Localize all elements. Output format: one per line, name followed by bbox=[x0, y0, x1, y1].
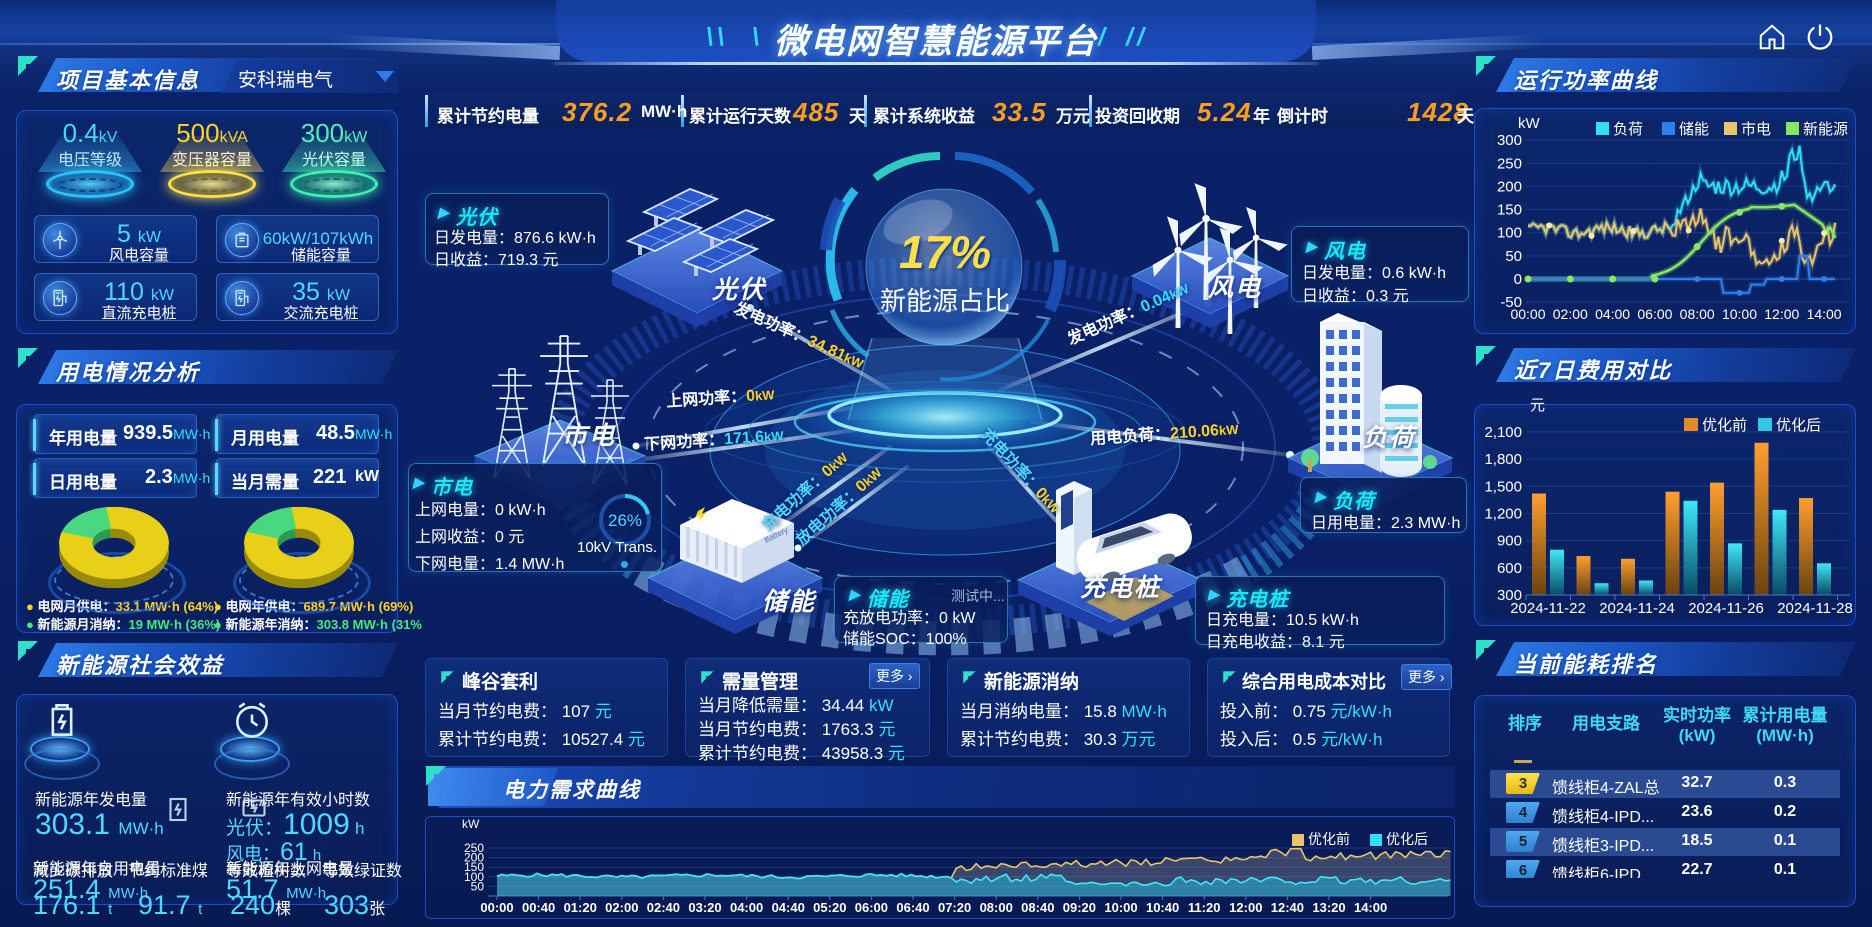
svg-text:08:00: 08:00 bbox=[980, 900, 1013, 915]
svg-text:00:40: 00:40 bbox=[522, 900, 555, 915]
svg-text:2024-11-24: 2024-11-24 bbox=[1599, 600, 1675, 614]
svg-text:0: 0 bbox=[1514, 271, 1522, 288]
svg-text:200: 200 bbox=[464, 851, 484, 865]
svg-text:04:40: 04:40 bbox=[772, 900, 805, 915]
svg-text:300: 300 bbox=[1497, 132, 1522, 149]
svg-text:14:00: 14:00 bbox=[1807, 306, 1842, 322]
svg-text:150: 150 bbox=[464, 860, 484, 874]
svg-text:08:00: 08:00 bbox=[1680, 306, 1715, 322]
svg-text:负荷: 负荷 bbox=[1613, 121, 1643, 138]
svg-text:1,800: 1,800 bbox=[1484, 451, 1522, 468]
svg-text:06:40: 06:40 bbox=[896, 900, 929, 915]
svg-text:02:00: 02:00 bbox=[1553, 306, 1588, 322]
svg-text:02:40: 02:40 bbox=[647, 900, 680, 915]
svg-text:26%: 26% bbox=[608, 511, 642, 530]
svg-text:储能: 储能 bbox=[1679, 121, 1709, 138]
svg-text:50: 50 bbox=[471, 879, 485, 893]
svg-text:250: 250 bbox=[464, 841, 484, 855]
svg-text:04:00: 04:00 bbox=[730, 900, 763, 915]
svg-text:市电: 市电 bbox=[1741, 121, 1771, 138]
svg-text:12:40: 12:40 bbox=[1271, 900, 1304, 915]
svg-text:03:20: 03:20 bbox=[688, 900, 721, 915]
svg-text:2024-11-26: 2024-11-26 bbox=[1688, 600, 1764, 614]
svg-text:06:00: 06:00 bbox=[855, 900, 888, 915]
svg-text:04:00: 04:00 bbox=[1595, 306, 1630, 322]
svg-text:07:20: 07:20 bbox=[938, 900, 971, 915]
svg-text:元: 元 bbox=[1530, 397, 1545, 414]
svg-text:优化前: 优化前 bbox=[1702, 417, 1747, 434]
svg-text:优化前: 优化前 bbox=[1308, 831, 1350, 847]
svg-text:2,100: 2,100 bbox=[1484, 424, 1522, 441]
svg-text:600: 600 bbox=[1497, 560, 1522, 577]
svg-text:05:20: 05:20 bbox=[813, 900, 846, 915]
svg-text:2024-11-28: 2024-11-28 bbox=[1777, 600, 1853, 614]
svg-text:06:00: 06:00 bbox=[1637, 306, 1672, 322]
svg-text:100: 100 bbox=[1497, 225, 1522, 242]
svg-text:优化后: 优化后 bbox=[1386, 831, 1428, 847]
svg-text:-50: -50 bbox=[1500, 294, 1522, 311]
svg-text:10:00: 10:00 bbox=[1104, 900, 1137, 915]
svg-text:1,200: 1,200 bbox=[1484, 505, 1522, 522]
svg-text:00:00: 00:00 bbox=[1510, 306, 1545, 322]
svg-text:2024-11-22: 2024-11-22 bbox=[1510, 600, 1586, 614]
svg-text:12:00: 12:00 bbox=[1229, 900, 1262, 915]
svg-text:50: 50 bbox=[1505, 248, 1522, 265]
svg-text:300: 300 bbox=[1497, 587, 1522, 604]
svg-text:14:00: 14:00 bbox=[1354, 900, 1387, 915]
svg-text:kW: kW bbox=[462, 818, 480, 831]
svg-text:250: 250 bbox=[1497, 155, 1522, 172]
svg-text:09:20: 09:20 bbox=[1063, 900, 1096, 915]
svg-text:优化后: 优化后 bbox=[1776, 417, 1821, 434]
svg-text:01:20: 01:20 bbox=[564, 900, 597, 915]
svg-text:10:00: 10:00 bbox=[1722, 306, 1757, 322]
svg-text:1,500: 1,500 bbox=[1484, 478, 1522, 495]
svg-text:kW: kW bbox=[1518, 115, 1541, 132]
svg-text:13:20: 13:20 bbox=[1312, 900, 1345, 915]
svg-text:900: 900 bbox=[1497, 533, 1522, 550]
svg-text:02:00: 02:00 bbox=[605, 900, 638, 915]
svg-text:200: 200 bbox=[1497, 178, 1522, 195]
svg-text:150: 150 bbox=[1497, 202, 1522, 219]
svg-text:100: 100 bbox=[464, 870, 484, 884]
svg-text:08:40: 08:40 bbox=[1021, 900, 1054, 915]
svg-text:00:00: 00:00 bbox=[480, 900, 513, 915]
svg-text:12:00: 12:00 bbox=[1764, 306, 1799, 322]
svg-text:11:20: 11:20 bbox=[1188, 900, 1221, 915]
svg-text:新能源: 新能源 bbox=[1803, 121, 1848, 138]
svg-text:10:40: 10:40 bbox=[1146, 900, 1179, 915]
